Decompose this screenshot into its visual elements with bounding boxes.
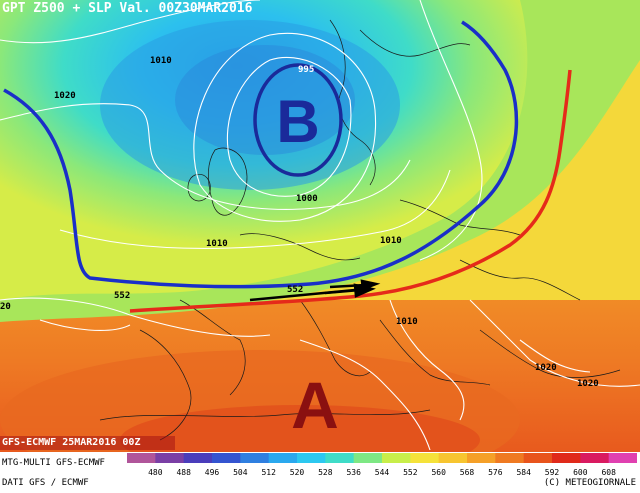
- legend-swatch: [608, 453, 637, 463]
- low-pressure-ring: [253, 63, 343, 177]
- legend-tick-label: 576: [488, 468, 503, 477]
- legend-tick-label: 544: [375, 468, 390, 477]
- legend-swatch: [552, 453, 581, 463]
- copyright-label: (C) METEOGIORNALE: [543, 478, 636, 488]
- model-run-label: GFS-ECMWF 25MAR2016 00Z: [2, 437, 141, 448]
- contour-label: 552: [287, 285, 303, 295]
- legend-swatch: [240, 453, 270, 463]
- legend-swatch: [127, 453, 156, 463]
- legend-swatch: [212, 453, 241, 463]
- legend-swatch: [467, 453, 496, 463]
- legend-swatch: [183, 453, 213, 463]
- legend-swatch: [268, 453, 298, 463]
- legend-swatch: [382, 453, 411, 463]
- legend-tick-label: 480: [148, 468, 163, 477]
- legend-swatch: [523, 453, 553, 463]
- legend-tick-label: 608: [601, 468, 616, 477]
- isobar-label: 1010: [396, 317, 418, 327]
- legend-tick-label: 520: [290, 468, 305, 477]
- legend-tick-label: 488: [176, 468, 191, 477]
- legend-swatch: [155, 453, 185, 463]
- isobar-label: 995: [298, 65, 314, 75]
- legend-tick-label: 496: [205, 468, 220, 477]
- isobar-label: 20: [0, 302, 11, 312]
- legend-tick-label: 552: [403, 468, 418, 477]
- legend-tick-label: 536: [346, 468, 361, 477]
- legend-swatch: [438, 453, 468, 463]
- isobar-label: 1010: [150, 56, 172, 66]
- legend-swatch: [580, 453, 610, 463]
- color-legend: 480 488 496 504 512 520 528 536 544 552 560 568 576 5…: [127, 453, 637, 477]
- high-pressure-label: A: [291, 368, 339, 442]
- legend-swatch: [495, 453, 525, 463]
- data-source-label: DATI GFS / ECMWF: [2, 478, 89, 488]
- isobar-label: 1010: [380, 236, 402, 246]
- isobar-label: 1020: [535, 363, 557, 373]
- legend-swatch: [297, 453, 326, 463]
- legend-swatch: [410, 453, 440, 463]
- model-run-band: [0, 436, 175, 450]
- contour-label: 552: [114, 291, 130, 301]
- legend-tick-label: 584: [516, 468, 531, 477]
- model-name-label: MTG-MULTI GFS-ECMWF: [2, 458, 105, 468]
- map-title: GPT Z500 + SLP Val. 00Z30MAR2016: [2, 1, 253, 16]
- isobars: [0, 0, 483, 261]
- legend-tick-label: 528: [318, 468, 333, 477]
- deep-low-inner: [175, 45, 355, 155]
- legend-tick-label: 512: [261, 468, 276, 477]
- weather-map: B A 1010 1020 1010 1000 1010 1010 1020 1…: [0, 0, 640, 452]
- trough-line: [3, 20, 519, 289]
- legend-tick-label: 504: [233, 468, 248, 477]
- legend-swatch: [325, 453, 355, 463]
- isobar-label: 1010: [206, 239, 228, 249]
- flow-arrows: [249, 279, 381, 302]
- isobar-label: 1020: [54, 91, 76, 101]
- isobar-label: 1020: [577, 379, 599, 389]
- coastlines: [99, 19, 621, 441]
- isobar-label: 1000: [296, 194, 318, 204]
- warm-core-inner: [120, 405, 480, 452]
- deep-low-core: [100, 20, 400, 190]
- legend-swatch: [353, 453, 383, 463]
- low-pressure-label: B: [276, 88, 319, 155]
- legend-tick-label: 592: [545, 468, 560, 477]
- ridge-line: [129, 69, 572, 313]
- legend-tick-label: 568: [460, 468, 475, 477]
- legend-tick-label: 560: [431, 468, 446, 477]
- legend-tick-label: 600: [573, 468, 588, 477]
